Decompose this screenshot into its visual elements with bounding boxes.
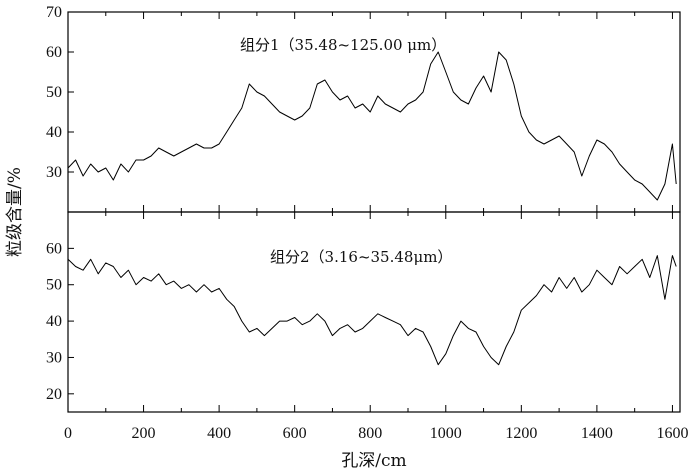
x-tick-label: 600: [283, 425, 307, 442]
x-tick-label: 400: [207, 425, 231, 442]
x-tick-label: 0: [64, 425, 72, 442]
bottom-series-line: [67, 255, 677, 366]
panel-bottom: 组分2（3.16~35.48μm）: [67, 211, 681, 413]
top-series-line: [67, 51, 677, 201]
x-tick-label: 800: [358, 425, 382, 442]
x-axis-title: 孔深/cm: [341, 451, 406, 471]
top-y-tick-label: 50: [46, 84, 62, 101]
bottom-y-tick-label: 60: [46, 240, 62, 257]
top-y-tick-label: 30: [46, 164, 62, 181]
x-tick-label: 1000: [430, 425, 462, 442]
bottom-series-label: 组分2（3.16~35.48μm）: [270, 248, 452, 266]
y-axis-tick-labels: 30 40 50 60 70 20 30 40 50 60: [46, 4, 62, 403]
bottom-y-tick-label: 40: [46, 313, 62, 330]
bottom-y-tick-label: 30: [46, 349, 62, 366]
bottom-y-tick-label: 50: [46, 277, 62, 294]
x-tick-label: 1600: [656, 425, 688, 442]
x-tick-label: 1200: [505, 425, 537, 442]
x-axis-tick-labels: 0 200 400 600 800 1000 1200 1400 1600: [64, 425, 688, 442]
x-tick-label: 1400: [581, 425, 613, 442]
top-axis-ticks: [67, 11, 673, 213]
y-axis-title: 粒级含量/%: [5, 167, 25, 257]
x-tick-label: 200: [132, 425, 156, 442]
bottom-axis-ticks: [67, 211, 673, 412]
top-series-label: 组分1（35.48~125.00 μm）: [240, 36, 446, 54]
top-y-tick-label: 70: [46, 4, 62, 21]
top-y-tick-label: 40: [46, 124, 62, 141]
top-y-tick-label: 60: [46, 44, 62, 61]
panel-top: 组分1（35.48~125.00 μm）: [67, 11, 681, 213]
bottom-y-tick-label: 20: [46, 386, 62, 403]
bottom-plot-frame: [67, 211, 681, 413]
